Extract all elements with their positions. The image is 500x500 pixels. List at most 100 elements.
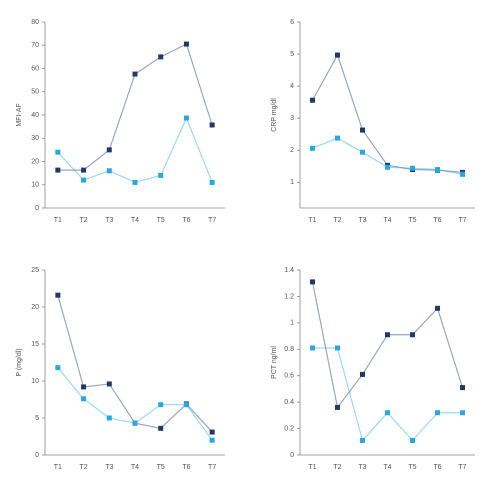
y-tick-label: 4 <box>290 83 294 90</box>
point <box>183 115 189 121</box>
series-line <box>57 294 213 433</box>
point <box>360 437 365 443</box>
y-tick-label: 40 <box>31 112 39 119</box>
y-tick-label: 0 <box>35 452 39 459</box>
point <box>158 402 164 408</box>
y-tick-label: 15 <box>31 341 39 348</box>
series-line <box>57 116 213 184</box>
x-tick-label: T7 <box>458 464 466 471</box>
y-tick-label: 5 <box>290 51 294 58</box>
x-tick-label: T1 <box>308 217 316 224</box>
y-tick-label: 0 <box>290 452 294 459</box>
y-tick-label: 30 <box>31 135 39 142</box>
point <box>106 147 112 153</box>
point <box>81 177 87 183</box>
y-tick-label: 0.6 <box>284 373 294 380</box>
point <box>209 429 215 435</box>
x-tick-label: T4 <box>131 464 139 471</box>
point <box>132 71 138 77</box>
y-axis-label: CRP mg/dl <box>271 98 278 132</box>
point <box>81 167 87 173</box>
x-tick-label: T7 <box>208 464 216 471</box>
x-tick-label: T5 <box>408 217 416 224</box>
x-tick-label: T1 <box>308 464 316 471</box>
y-tick-label: 20 <box>31 158 39 165</box>
point <box>435 305 440 311</box>
x-tick-label: T3 <box>358 464 366 471</box>
point <box>106 415 112 421</box>
y-tick-label: 0 <box>35 205 39 212</box>
y-tick-label: 0.2 <box>284 425 294 432</box>
y-tick-label: 1.4 <box>284 267 294 274</box>
point <box>335 135 340 141</box>
x-tick-label: T2 <box>79 464 87 471</box>
x-tick-label: T5 <box>157 464 165 471</box>
x-tick-label: T3 <box>105 464 113 471</box>
point <box>410 165 415 171</box>
point <box>435 410 440 416</box>
series-line <box>311 53 463 174</box>
point <box>55 149 61 155</box>
point <box>460 410 465 416</box>
y-tick-label: 1 <box>290 179 294 186</box>
y-tick-label: 3 <box>290 115 294 122</box>
point <box>460 385 465 391</box>
point <box>360 149 365 155</box>
point <box>360 127 365 133</box>
point <box>410 332 415 338</box>
point <box>385 332 390 338</box>
point <box>460 171 465 177</box>
x-tick-label: T2 <box>333 217 341 224</box>
y-tick-label: 1.2 <box>284 293 294 300</box>
point <box>209 179 215 185</box>
y-axis-label: P (mg/dl) <box>16 348 23 376</box>
y-tick-label: 50 <box>31 89 39 96</box>
point <box>335 52 340 58</box>
y-tick-label: 70 <box>31 42 39 49</box>
point <box>410 437 415 443</box>
point <box>81 396 87 402</box>
series-line <box>311 281 464 409</box>
point <box>209 437 215 443</box>
x-tick-label: T3 <box>358 217 366 224</box>
point <box>81 384 87 390</box>
y-tick-label: 0.4 <box>284 399 294 406</box>
y-tick-label: 25 <box>31 267 39 274</box>
y-axis-label: PCT ng/ml <box>271 346 278 379</box>
series-line <box>57 43 213 171</box>
point <box>55 365 61 371</box>
x-tick-label: T2 <box>79 217 87 224</box>
point <box>310 145 315 151</box>
point <box>335 404 340 410</box>
point <box>158 425 164 431</box>
point <box>310 97 315 103</box>
x-tick-label: T6 <box>433 464 441 471</box>
point <box>360 371 365 377</box>
y-axis-label: MFI-AF <box>16 103 23 126</box>
y-tick-label: 10 <box>31 378 39 385</box>
x-tick-label: T6 <box>182 217 190 224</box>
x-tick-label: T5 <box>157 217 165 224</box>
point <box>310 345 315 351</box>
y-tick-label: 80 <box>31 19 39 26</box>
x-tick-label: T6 <box>433 217 441 224</box>
y-tick-label: 5 <box>35 415 39 422</box>
x-tick-label: T2 <box>333 464 341 471</box>
point <box>106 381 112 387</box>
point <box>183 41 189 47</box>
y-tick-label: 1 <box>290 320 294 327</box>
point <box>335 345 340 351</box>
point <box>55 292 61 298</box>
point <box>132 179 138 185</box>
point <box>158 172 164 178</box>
x-tick-label: T6 <box>182 464 190 471</box>
y-tick-label: 2 <box>290 147 294 154</box>
x-tick-label: T3 <box>105 217 113 224</box>
point <box>209 122 215 128</box>
y-tick-label: 6 <box>290 19 294 26</box>
x-tick-label: T5 <box>408 464 416 471</box>
x-tick-label: T7 <box>458 217 466 224</box>
point <box>385 410 390 416</box>
x-tick-label: T1 <box>54 464 62 471</box>
